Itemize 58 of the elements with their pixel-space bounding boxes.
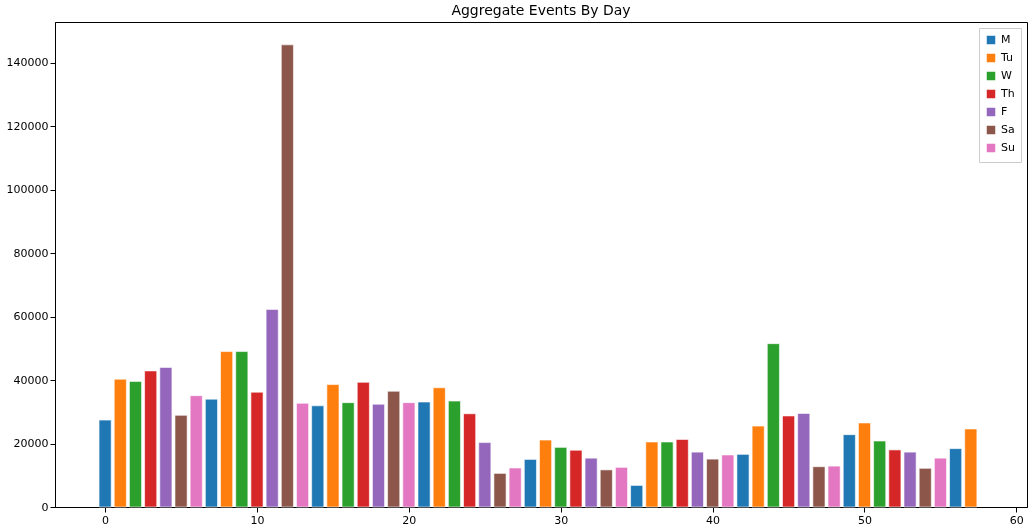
bar xyxy=(538,439,553,508)
bar xyxy=(371,403,386,508)
bar xyxy=(387,390,401,508)
bar xyxy=(463,413,477,508)
bar xyxy=(113,378,127,508)
bar xyxy=(675,438,689,508)
legend-label: Tu xyxy=(1000,51,1014,64)
x-tick-label: 40 xyxy=(706,513,721,527)
x-tick-label: 10 xyxy=(250,513,265,527)
bar xyxy=(98,419,112,508)
bar xyxy=(918,467,932,508)
bar xyxy=(447,400,462,508)
bar xyxy=(614,466,629,508)
bar xyxy=(523,458,537,508)
bar xyxy=(797,412,811,508)
bar xyxy=(128,380,143,508)
bar xyxy=(766,343,780,508)
legend-label: F xyxy=(1001,105,1008,118)
bar xyxy=(690,451,705,508)
x-tick-label: 50 xyxy=(857,513,872,527)
legend-label: Su xyxy=(1001,141,1015,154)
y-tick-label: 100000 xyxy=(6,183,49,197)
bar xyxy=(311,405,325,508)
bar xyxy=(189,395,203,508)
bar xyxy=(842,434,856,508)
bar xyxy=(706,458,720,508)
legend-label: W xyxy=(1001,69,1012,82)
y-tick-label: 0 xyxy=(41,500,49,514)
y-tick-label: 40000 xyxy=(13,373,49,387)
bar xyxy=(630,484,644,508)
x-tick-label: 30 xyxy=(554,513,569,527)
bar xyxy=(933,457,948,508)
y-tick-label: 80000 xyxy=(13,246,49,260)
bar xyxy=(857,422,872,508)
bar xyxy=(554,446,568,508)
y-tick-label: 120000 xyxy=(6,119,49,133)
x-tick-label: 0 xyxy=(102,513,110,527)
bar xyxy=(781,415,796,508)
y-tick-label: 20000 xyxy=(13,437,49,451)
y-tick-label: 60000 xyxy=(13,310,49,324)
bar xyxy=(599,469,613,508)
legend-label: Sa xyxy=(1001,123,1015,136)
bar xyxy=(280,44,294,508)
chart-title: Aggregate Events By Day xyxy=(451,2,631,18)
y-tick-label: 140000 xyxy=(6,56,49,70)
bar xyxy=(204,398,219,508)
legend-label: M xyxy=(1001,33,1011,46)
x-tick-label: 60 xyxy=(1009,513,1024,527)
bar xyxy=(873,440,887,508)
bar xyxy=(356,381,370,508)
bar xyxy=(220,351,234,508)
bar xyxy=(144,370,158,508)
bar xyxy=(964,428,978,508)
bar xyxy=(949,448,963,508)
x-tick-label: 20 xyxy=(402,513,417,527)
legend-label: Th xyxy=(1000,87,1015,100)
bar xyxy=(295,402,310,508)
bar xyxy=(432,387,446,508)
